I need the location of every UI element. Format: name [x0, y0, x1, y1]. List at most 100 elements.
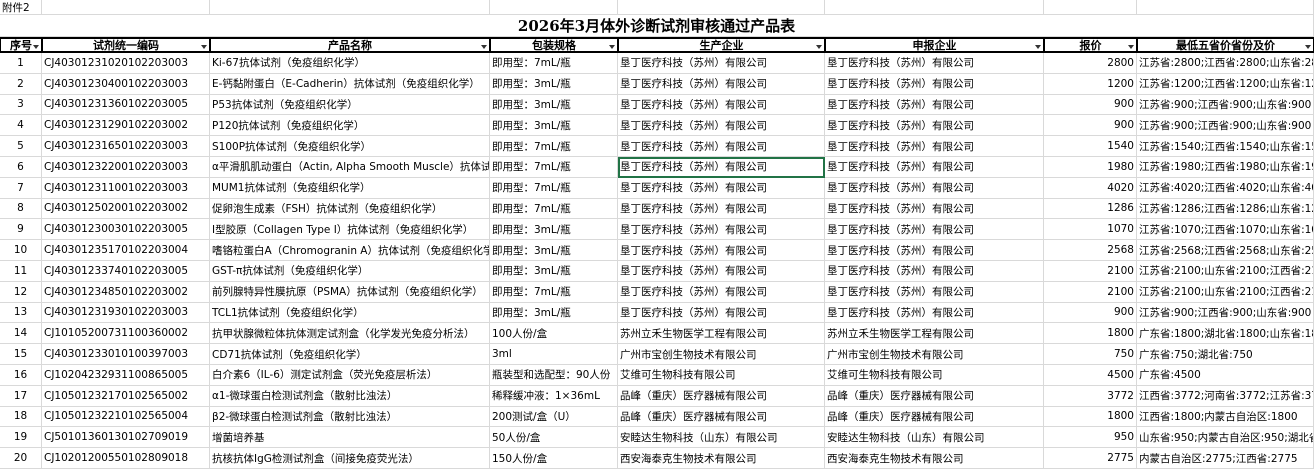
- table-cell[interactable]: 100人份/盒: [490, 323, 618, 345]
- table-cell[interactable]: 19: [0, 427, 42, 449]
- table-cell[interactable]: 江苏省:2100;山东省:2100;江西省:2100: [1137, 281, 1314, 303]
- filter-arrow[interactable]: [481, 45, 487, 49]
- table-cell[interactable]: 抗甲状腺微粒体抗体测定试剂盒（化学发光免疫分析法）: [210, 323, 490, 345]
- column-header[interactable]: 生产企业: [618, 37, 825, 53]
- table-cell[interactable]: 垦丁医疗科技（苏州）有限公司: [618, 73, 825, 95]
- table-cell[interactable]: CJ10501232170102565002: [42, 385, 210, 407]
- table-cell[interactable]: 嗜铬粒蛋白A（Chromogranin A）抗体试剂（免疫组织化学）: [210, 240, 490, 261]
- table-cell[interactable]: 促卵泡生成素（FSH）抗体试剂（免疫组织化学）: [210, 198, 490, 220]
- table-cell[interactable]: 垦丁医疗科技（苏州）有限公司: [618, 136, 825, 157]
- table-cell[interactable]: 广州市宝创生物技术有限公司: [825, 344, 1044, 365]
- table-cell[interactable]: 江苏省:1980;江西省:1980;山东省:1980: [1137, 157, 1314, 178]
- table-cell[interactable]: 17: [0, 385, 42, 407]
- table-cell[interactable]: 江苏省:900;江西省:900;山东省:900: [1137, 302, 1314, 324]
- price-cell[interactable]: 1070: [1044, 219, 1137, 241]
- table-cell[interactable]: 垦丁医疗科技（苏州）有限公司: [618, 240, 825, 261]
- table-cell[interactable]: 江苏省:900;江西省:900;山东省:900: [1137, 115, 1314, 137]
- table-cell[interactable]: 14: [0, 323, 42, 345]
- table-cell[interactable]: β2-微球蛋白检测试剂盒（散射比浊法）: [210, 406, 490, 428]
- price-cell[interactable]: 4500: [1044, 365, 1137, 386]
- price-cell[interactable]: 750: [1044, 344, 1137, 365]
- price-cell[interactable]: 2775: [1044, 448, 1137, 469]
- table-cell[interactable]: 广东省:4500: [1137, 365, 1314, 386]
- table-cell[interactable]: 3: [0, 94, 42, 116]
- price-cell[interactable]: 1800: [1044, 406, 1137, 428]
- filter-arrow[interactable]: [609, 45, 615, 49]
- price-cell[interactable]: 2100: [1044, 261, 1137, 282]
- price-cell[interactable]: 1980: [1044, 157, 1137, 178]
- table-cell[interactable]: CJ50101360130102709019: [42, 427, 210, 449]
- table-cell[interactable]: I型胶原（Collagen Type I）抗体试剂（免疫组织化学）: [210, 219, 490, 241]
- table-cell[interactable]: 江苏省:2568;江西省:2568;山东省:2568: [1137, 240, 1314, 261]
- table-cell[interactable]: 安睦达生物科技（山东）有限公司: [618, 427, 825, 449]
- table-cell[interactable]: 垦丁医疗科技（苏州）有限公司: [618, 94, 825, 116]
- table-cell[interactable]: 垦丁医疗科技（苏州）有限公司: [825, 94, 1044, 116]
- table-cell[interactable]: 垦丁医疗科技（苏州）有限公司: [618, 302, 825, 324]
- table-cell[interactable]: α1-微球蛋白检测试剂盒（散射比浊法）: [210, 385, 490, 407]
- column-header[interactable]: 产品名称: [210, 37, 490, 53]
- table-cell[interactable]: 1: [0, 53, 42, 74]
- table-cell[interactable]: 垦丁医疗科技（苏州）有限公司: [618, 198, 825, 220]
- table-cell[interactable]: 垦丁医疗科技（苏州）有限公司: [825, 240, 1044, 261]
- table-cell[interactable]: 江苏省:1540;江西省:1540;山东省:1540: [1137, 136, 1314, 157]
- table-cell[interactable]: CJ10501232210102565004: [42, 406, 210, 428]
- table-cell[interactable]: 垦丁医疗科技（苏州）有限公司: [825, 177, 1044, 199]
- table-cell[interactable]: 抗核抗体IgG检测试剂盒（间接免疫荧光法）: [210, 448, 490, 469]
- table-cell[interactable]: 西安海泰克生物技术有限公司: [618, 448, 825, 469]
- table-cell[interactable]: 即用型：3mL/瓶: [490, 94, 618, 116]
- table-cell[interactable]: CJ40301250200102203002: [42, 198, 210, 220]
- table-cell[interactable]: 13: [0, 302, 42, 324]
- table-cell[interactable]: 垦丁医疗科技（苏州）有限公司: [825, 302, 1044, 324]
- table-cell[interactable]: 15: [0, 344, 42, 365]
- table-cell[interactable]: 垦丁医疗科技（苏州）有限公司: [618, 53, 825, 74]
- table-cell[interactable]: 即用型：7mL/瓶: [490, 53, 618, 74]
- table-cell[interactable]: 垦丁医疗科技（苏州）有限公司: [618, 261, 825, 282]
- table-cell[interactable]: 即用型：3mL/瓶: [490, 115, 618, 137]
- table-cell[interactable]: 西安海泰克生物技术有限公司: [825, 448, 1044, 469]
- table-cell[interactable]: TCL1抗体试剂（免疫组织化学）: [210, 302, 490, 324]
- table-cell[interactable]: CD71抗体试剂（免疫组织化学）: [210, 344, 490, 365]
- table-cell[interactable]: 江苏省:1286;江西省:1286;山东省:1286: [1137, 198, 1314, 220]
- table-cell[interactable]: GST-π抗体试剂（免疫组织化学）: [210, 261, 490, 282]
- table-cell[interactable]: 150人份/盒: [490, 448, 618, 469]
- filter-arrow[interactable]: [816, 45, 822, 49]
- table-cell[interactable]: 50人份/盒: [490, 427, 618, 449]
- column-header[interactable]: 申报企业: [825, 37, 1044, 53]
- table-cell[interactable]: CJ40301230030102203005: [42, 219, 210, 241]
- table-cell[interactable]: 艾维可生物科技有限公司: [825, 365, 1044, 386]
- table-cell[interactable]: 即用型：3mL/瓶: [490, 240, 618, 261]
- table-cell[interactable]: 即用型：7mL/瓶: [490, 177, 618, 199]
- table-cell[interactable]: 白介素6（IL-6）测定试剂盒（荧光免疫层析法）: [210, 365, 490, 386]
- table-cell[interactable]: 垦丁医疗科技（苏州）有限公司: [618, 157, 825, 178]
- table-cell[interactable]: CJ10204232931100865005: [42, 365, 210, 386]
- price-cell[interactable]: 900: [1044, 115, 1137, 137]
- table-cell[interactable]: CJ40301230400102203003: [42, 73, 210, 95]
- table-cell[interactable]: 垦丁医疗科技（苏州）有限公司: [825, 115, 1044, 137]
- table-cell[interactable]: 垦丁医疗科技（苏州）有限公司: [825, 53, 1044, 74]
- table-cell[interactable]: 增菌培养基: [210, 427, 490, 449]
- table-cell[interactable]: 7: [0, 177, 42, 199]
- table-cell[interactable]: CJ40301231650102203003: [42, 136, 210, 157]
- table-cell[interactable]: 品峰（重庆）医疗器械有限公司: [825, 385, 1044, 407]
- table-cell[interactable]: 垦丁医疗科技（苏州）有限公司: [825, 281, 1044, 303]
- table-cell[interactable]: 品峰（重庆）医疗器械有限公司: [618, 406, 825, 428]
- table-cell[interactable]: 2: [0, 73, 42, 95]
- table-cell[interactable]: CJ40301231290102203002: [42, 115, 210, 137]
- column-header[interactable]: 试剂统一编码: [42, 37, 210, 53]
- price-cell[interactable]: 4020: [1044, 177, 1137, 199]
- table-cell[interactable]: CJ40301231020102203003: [42, 53, 210, 74]
- table-cell[interactable]: 18: [0, 406, 42, 428]
- table-cell[interactable]: CJ10201200550102809018: [42, 448, 210, 469]
- filter-arrow[interactable]: [1035, 45, 1041, 49]
- table-cell[interactable]: CJ40301233010100397003: [42, 344, 210, 365]
- column-header[interactable]: 最低五省价省份及价: [1137, 37, 1314, 53]
- filter-arrow[interactable]: [201, 45, 207, 49]
- column-header[interactable]: 包装规格: [490, 37, 618, 53]
- price-cell[interactable]: 900: [1044, 302, 1137, 324]
- table-cell[interactable]: 广东省:1800;湖北省:1800;山东省:1800: [1137, 323, 1314, 345]
- table-cell[interactable]: CJ40301231930102203003: [42, 302, 210, 324]
- table-cell[interactable]: 江苏省:2100;山东省:2100;江西省:2100: [1137, 261, 1314, 282]
- table-cell[interactable]: 垦丁医疗科技（苏州）有限公司: [825, 219, 1044, 241]
- table-cell[interactable]: 江苏省:1070;江西省:1070;山东省:1070: [1137, 219, 1314, 241]
- table-cell[interactable]: CJ40301231100102203003: [42, 177, 210, 199]
